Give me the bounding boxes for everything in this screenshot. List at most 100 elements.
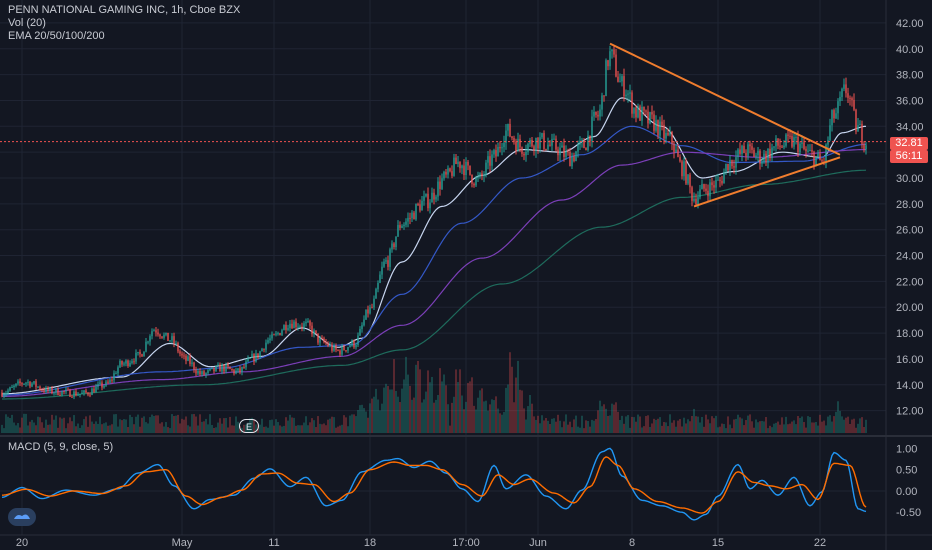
candle-body: [377, 282, 379, 290]
volume-bar: [315, 427, 317, 433]
candle-body: [329, 344, 331, 347]
volume-bar: [157, 415, 159, 433]
candle-body: [639, 106, 641, 121]
candle-body: [65, 389, 67, 392]
volume-bar: [745, 420, 747, 433]
price-tick-label: 26.00: [896, 225, 924, 237]
candle-body: [635, 108, 637, 118]
candle-body: [277, 333, 279, 335]
candle-body: [511, 136, 513, 139]
volume-bar: [787, 424, 789, 433]
last-price-badge: 32.81: [890, 137, 928, 150]
volume-bar: [403, 379, 405, 433]
candle-body: [677, 149, 679, 158]
volume-bar: [147, 423, 149, 433]
volume-bar: [461, 395, 463, 433]
macd-indicator-label[interactable]: MACD (5, 9, close, 5): [8, 441, 114, 453]
candle-body: [727, 163, 729, 171]
volume-bar: [743, 425, 745, 433]
candle-body: [5, 393, 7, 395]
candle-body: [11, 386, 13, 388]
candle-body: [757, 150, 759, 156]
price-tick-label: 22.00: [896, 276, 924, 288]
volume-bar: [781, 417, 783, 433]
candle-body: [653, 114, 655, 131]
volume-bar: [721, 423, 723, 433]
volume-bar: [757, 422, 759, 433]
candle-body: [443, 171, 445, 179]
candle-body: [13, 385, 15, 387]
price-tick-label: 24.00: [896, 251, 924, 263]
candle-body: [229, 366, 231, 370]
volume-bar: [319, 423, 321, 433]
volume-bar: [581, 415, 583, 433]
candle-body: [215, 365, 217, 372]
tradingview-logo-icon[interactable]: [8, 508, 36, 526]
ema-indicator-label[interactable]: EMA 20/50/100/200: [8, 30, 105, 42]
candle-body: [621, 76, 623, 82]
volume-bar: [749, 414, 751, 433]
time-axis[interactable]: 20 May 11 18 17:00 Jun 8 15 22: [16, 537, 826, 549]
candle-body: [693, 198, 695, 201]
volume-bar: [155, 415, 157, 433]
volume-bar: [719, 426, 721, 433]
volume-bar: [361, 404, 363, 433]
volume-bar: [409, 385, 411, 433]
candle-body: [785, 134, 787, 146]
volume-indicator-label[interactable]: Vol (20): [8, 17, 46, 29]
volume-bar: [353, 414, 355, 433]
candle-body: [113, 373, 115, 380]
candle-body: [95, 386, 97, 393]
volume-bar: [333, 417, 335, 433]
candle-body: [193, 362, 195, 370]
candle-body: [133, 361, 135, 363]
volume-bar: [187, 425, 189, 433]
candle-body: [97, 384, 99, 387]
candle-body: [609, 51, 611, 67]
volume-bar: [267, 427, 269, 433]
volume-bar: [641, 427, 643, 433]
volume-bar: [81, 425, 83, 433]
candle-body: [151, 331, 153, 337]
candle-body: [503, 142, 505, 148]
trendlines[interactable]: [0, 42, 886, 208]
candle-body: [847, 93, 849, 98]
volume-bar: [517, 360, 519, 433]
candle-body: [127, 360, 129, 366]
volume-bar: [295, 425, 297, 433]
volume-bar: [647, 415, 649, 433]
candle-body: [55, 388, 57, 393]
candle-body: [185, 355, 187, 361]
candle-body: [111, 379, 113, 381]
candle-body: [517, 138, 519, 152]
candle-body: [307, 320, 309, 322]
candle-body: [595, 111, 597, 115]
candle-body: [93, 388, 95, 393]
volume-bar: [479, 390, 481, 433]
price-axis[interactable]: 12.00 14.00 16.00 18.00 20.00 22.00 24.00 26.00…: [896, 18, 924, 519]
volume-bar: [29, 421, 31, 433]
candle-body: [861, 123, 863, 145]
candle-body: [865, 145, 867, 150]
candle-body: [835, 113, 837, 119]
volume-bar: [77, 423, 79, 433]
candle-body: [829, 125, 831, 141]
candle-body: [299, 326, 301, 328]
volume-bar: [191, 414, 193, 433]
volume-bar: [613, 404, 615, 433]
volume-bar: [237, 421, 239, 433]
candle-body: [269, 338, 271, 341]
candle-body: [27, 381, 29, 383]
candle-body: [851, 98, 853, 101]
candle-body: [837, 101, 839, 114]
candle-body: [105, 381, 107, 386]
price-tick-label: 42.00: [896, 18, 924, 30]
volume-bar: [821, 421, 823, 433]
candle-body: [115, 373, 117, 375]
earnings-marker[interactable]: E: [239, 419, 259, 433]
candle-body: [287, 328, 289, 330]
volume-bar: [771, 427, 773, 433]
volume-bar: [507, 384, 509, 433]
candle-body: [501, 147, 503, 149]
